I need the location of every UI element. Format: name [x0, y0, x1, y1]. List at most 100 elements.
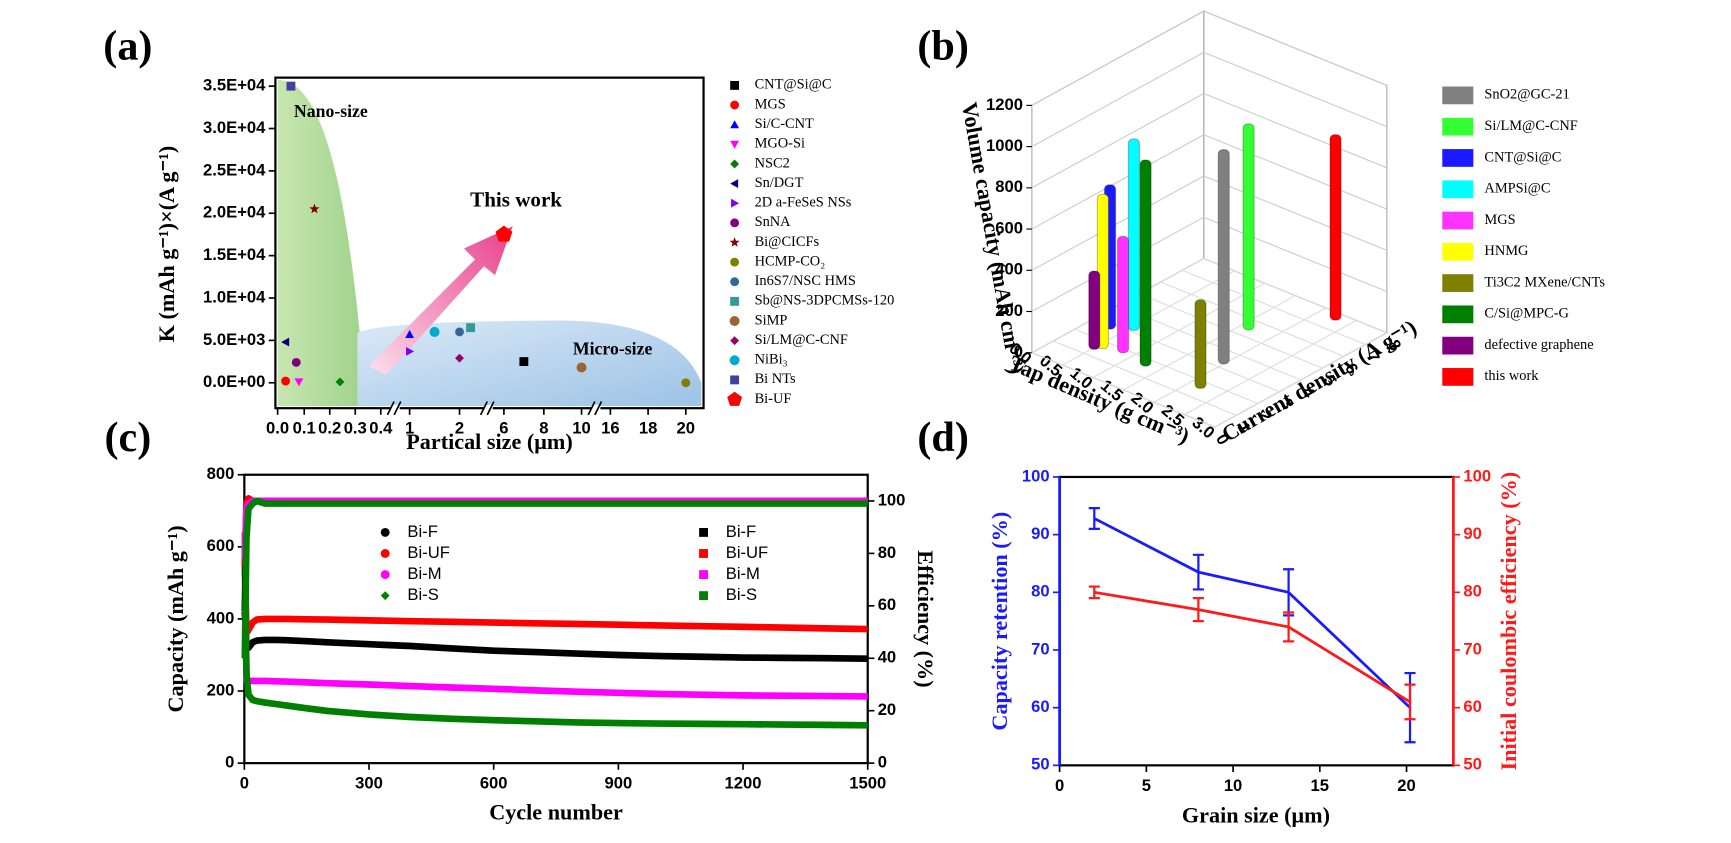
legend-marker: [380, 527, 390, 537]
legend-label: SnNA: [755, 214, 792, 230]
bar: [1088, 270, 1101, 350]
data-point: [335, 377, 345, 387]
legend-label: Bi-F: [726, 522, 756, 541]
legend-marker: [730, 218, 740, 228]
panel-label: (a): [103, 23, 152, 70]
grid-line: [1031, 175, 1388, 271]
error-bar: [1192, 553, 1204, 591]
axis-break-gap: [483, 404, 493, 412]
y-tick-label: 0.0E+00: [203, 372, 265, 391]
legend-marker: [380, 591, 390, 601]
data-point: [429, 326, 440, 337]
z-tick-label: 1000: [986, 136, 1023, 155]
data-point: [281, 337, 290, 347]
grid-line: [1203, 257, 1388, 334]
legend-label: SiMP: [755, 312, 788, 328]
x-tick-label: 20: [677, 419, 696, 438]
x-tick-label: 1200: [725, 774, 762, 793]
legend-marker: [380, 570, 390, 580]
legend-label: NSC2: [755, 155, 790, 171]
annotation: This work: [470, 188, 562, 212]
x-tick-label: 5: [1142, 776, 1151, 795]
x-tick-label: 0.1: [293, 419, 316, 438]
legend-label: Sn/DGT: [755, 175, 804, 191]
grid-line: [1031, 134, 1388, 230]
bar: [1139, 159, 1152, 367]
legend-label: HCMP-CO₂: [755, 253, 826, 269]
y-tick-label: 1.0E+04: [203, 287, 266, 306]
y2-tick-label: 60: [1463, 697, 1482, 716]
x-tick-label: 8: [539, 419, 548, 438]
error-bar: [1088, 585, 1100, 600]
legend-swatch: [1442, 305, 1474, 324]
x-tick-label: 16: [601, 419, 620, 438]
legend-label: this work: [1484, 368, 1539, 384]
y2-tick-label: 20: [878, 700, 897, 719]
x-tick-label: 300: [355, 774, 383, 793]
y-tick-label: 80: [1031, 582, 1050, 601]
data-line: [241, 546, 868, 729]
axis-break-gap: [591, 404, 601, 412]
data-line: [241, 497, 868, 559]
legend-label: defective graphene: [1484, 337, 1593, 353]
axis-break-mark: [393, 401, 402, 416]
y-axis-title: Capacity (mAh g⁻¹): [163, 525, 188, 712]
legend-marker: [380, 549, 390, 558]
y2-tick-label: 40: [878, 648, 897, 667]
annotation: Nano-size: [294, 101, 368, 121]
legend-label: MGO-Si: [755, 136, 805, 152]
y2-tick-label: 80: [878, 543, 897, 562]
x-tick-label: 0: [1055, 776, 1064, 795]
z-tick-label: 0: [1014, 342, 1023, 361]
error-bar: [1192, 596, 1204, 623]
error-bar: [1404, 683, 1416, 721]
legend-label: C/Si@MPC-G: [1484, 306, 1569, 322]
legend-marker: [729, 237, 740, 247]
y2-tick-label: 70: [1463, 639, 1482, 658]
grid-line: [1031, 51, 1388, 148]
data-point: [455, 353, 464, 363]
y2-axis-title: Initial coulombic efficiency (%): [1496, 472, 1521, 771]
z-tick-label: 400: [995, 260, 1023, 279]
legend-marker: [730, 100, 740, 110]
legend-swatch: [1442, 86, 1474, 105]
legend-marker: [730, 159, 740, 169]
legend-marker: [730, 120, 740, 129]
legend-label: HNMG: [1484, 243, 1528, 259]
y-tick-label: 50: [1031, 755, 1050, 774]
legend-swatch: [1442, 336, 1474, 355]
data-point: [406, 346, 415, 356]
bar: [1116, 235, 1130, 354]
grid-line: [1053, 340, 1237, 416]
data-line: [241, 497, 868, 659]
y-tick-label: 2.0E+04: [203, 203, 266, 222]
legend-swatch: [1442, 117, 1474, 136]
legend-label: SnO2@GC-21: [1484, 87, 1569, 103]
data-point: [576, 362, 587, 373]
legend-marker: [730, 296, 740, 306]
legend-label: Bi-UF: [407, 543, 449, 562]
data-line: [241, 561, 868, 637]
y2-tick-label: 80: [1463, 582, 1482, 601]
data-line: [241, 611, 868, 662]
axis-break-mark: [479, 401, 489, 416]
legend-label: In6S7/NSC HMS: [755, 273, 856, 289]
legend-marker: [729, 316, 740, 326]
bar: [1217, 149, 1230, 365]
legend-marker: [730, 277, 740, 287]
axis-break-mark: [594, 401, 603, 416]
legend-label: Sb@NS-3DPCMSs-120: [755, 293, 895, 309]
y-tick-label: 70: [1031, 639, 1050, 658]
legend-label: Bi-UF: [726, 543, 768, 562]
x-tick-label: 0.2: [318, 419, 341, 438]
y-tick-label: 90: [1031, 524, 1050, 543]
legend-label: MGS: [755, 96, 786, 112]
data-point: [681, 378, 691, 388]
panel-label: (c): [104, 414, 151, 461]
x-tick-label: 10: [1224, 776, 1243, 795]
x-axis-title: Cycle number: [489, 799, 623, 824]
legend-label: Bi-M: [407, 564, 441, 583]
legend-label: Bi-S: [726, 585, 757, 604]
